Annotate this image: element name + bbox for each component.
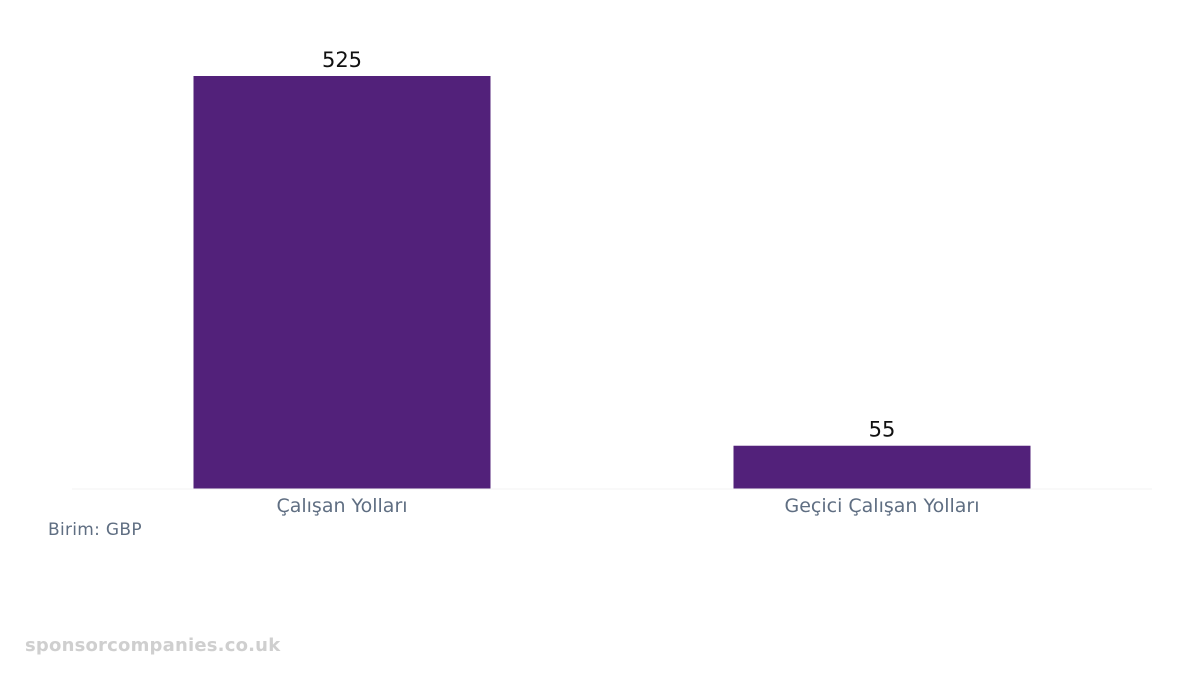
watermark: sponsorcompanies.co.uk xyxy=(25,635,281,656)
x-tick-label-1: Geçici Çalışan Yolları xyxy=(785,495,980,517)
unit-label: Birim: GBP xyxy=(48,520,142,540)
labels-layer: 525 Çalışan Yolları 55 Geçici Çalışan Yolla… xyxy=(276,48,979,517)
bar-1 xyxy=(733,445,1031,489)
x-tick-label-0: Çalışan Yolları xyxy=(276,495,407,517)
bars-layer xyxy=(193,76,1031,489)
bar-0 xyxy=(193,76,491,489)
bar-value-label-0: 525 xyxy=(322,48,362,72)
bar-value-label-1: 55 xyxy=(869,418,896,442)
